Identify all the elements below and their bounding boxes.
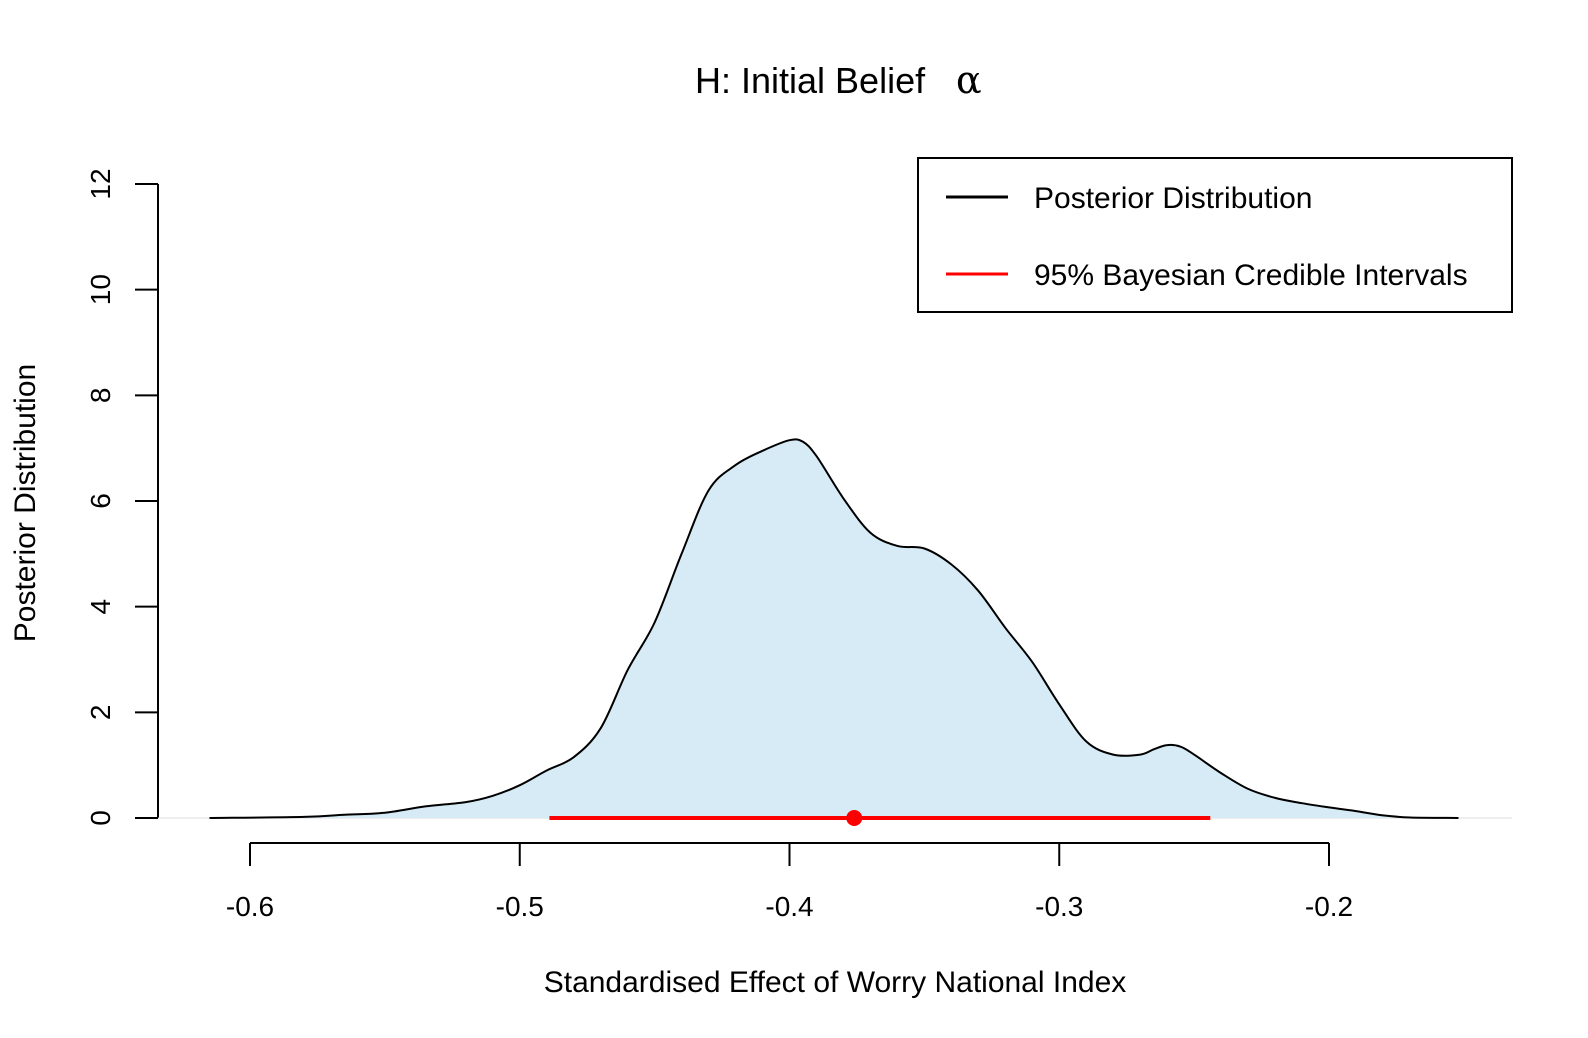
chart-title-symbol: α <box>956 58 982 102</box>
y-tick-label: 6 <box>85 493 116 509</box>
x-tick-label: -0.5 <box>496 891 544 922</box>
y-tick-label: 12 <box>85 168 116 199</box>
x-tick-label: -0.4 <box>765 891 813 922</box>
y-tick-label: 4 <box>85 599 116 615</box>
legend-label-posterior: Posterior Distribution <box>1034 182 1312 215</box>
legend-box <box>917 157 1513 313</box>
chart-title: H: Initial Belief <box>695 60 926 101</box>
density-area <box>209 439 1459 818</box>
y-axis-label: Posterior Distribution <box>9 364 42 642</box>
y-tick-label: 10 <box>85 274 116 305</box>
credible-interval-point <box>846 810 863 826</box>
y-tick-label: 8 <box>85 388 116 404</box>
x-axis-label: Standardised Effect of Worry National In… <box>544 966 1127 999</box>
y-tick-label: 2 <box>85 705 116 721</box>
x-tick-label: -0.6 <box>226 891 274 922</box>
y-axis-ticks: 0 2 4 6 8 10 12 <box>85 168 158 826</box>
legend: Posterior Distribution 95% Bayesian Cred… <box>917 157 1513 313</box>
density-line <box>209 438 1459 819</box>
x-tick-label: -0.2 <box>1305 891 1353 922</box>
x-axis-ticks: -0.6 -0.5 -0.4 -0.3 -0.2 <box>226 843 1353 922</box>
x-tick-label: -0.3 <box>1035 891 1083 922</box>
y-tick-label: 0 <box>85 810 116 826</box>
legend-label-credible-interval: 95% Bayesian Credible Intervals <box>1034 259 1468 292</box>
